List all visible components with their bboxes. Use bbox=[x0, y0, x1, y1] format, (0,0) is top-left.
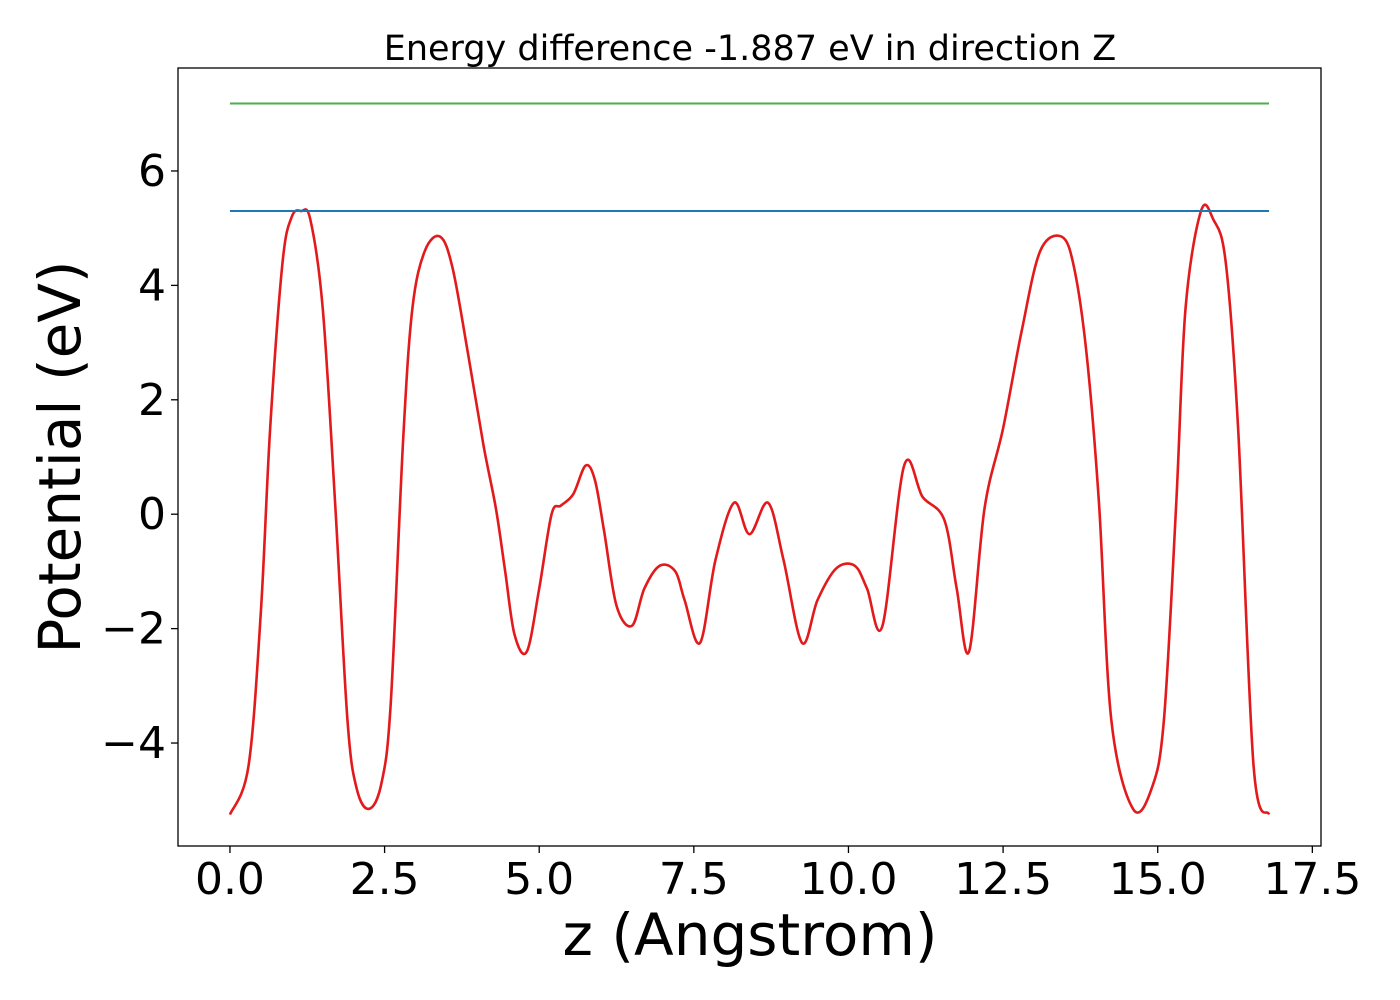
y-axis: −4 −2 0 2 4 6 bbox=[101, 146, 178, 769]
x-tick-label: 0.0 bbox=[195, 854, 265, 905]
x-tick-label: 10.0 bbox=[799, 854, 897, 905]
x-axis-label: z (Angstrom) bbox=[563, 901, 938, 969]
x-tick-label: 12.5 bbox=[954, 854, 1052, 905]
y-tick-label: −2 bbox=[101, 604, 166, 655]
y-tick-label: −4 bbox=[101, 718, 166, 769]
y-tick-label: 2 bbox=[138, 375, 166, 426]
plot-area bbox=[177, 67, 1322, 847]
x-tick-label: 7.5 bbox=[659, 854, 729, 905]
x-tick-label: 17.5 bbox=[1263, 854, 1361, 905]
y-tick-label: 0 bbox=[138, 489, 166, 540]
y-tick-label: 4 bbox=[138, 260, 166, 311]
y-axis-label: Potential (eV) bbox=[26, 260, 94, 653]
x-axis: 0.0 2.5 5.0 7.5 10.0 12.5 15.0 17.5 bbox=[195, 846, 1361, 905]
x-tick-label: 2.5 bbox=[350, 854, 420, 905]
y-tick-label: 6 bbox=[138, 146, 166, 197]
chart-title: Energy difference -1.887 eV in direction… bbox=[384, 29, 1117, 69]
x-tick-label: 15.0 bbox=[1109, 854, 1207, 905]
x-tick-label: 5.0 bbox=[504, 854, 574, 905]
series-line-1 bbox=[228, 203, 1271, 816]
series-layer bbox=[228, 102, 1271, 816]
